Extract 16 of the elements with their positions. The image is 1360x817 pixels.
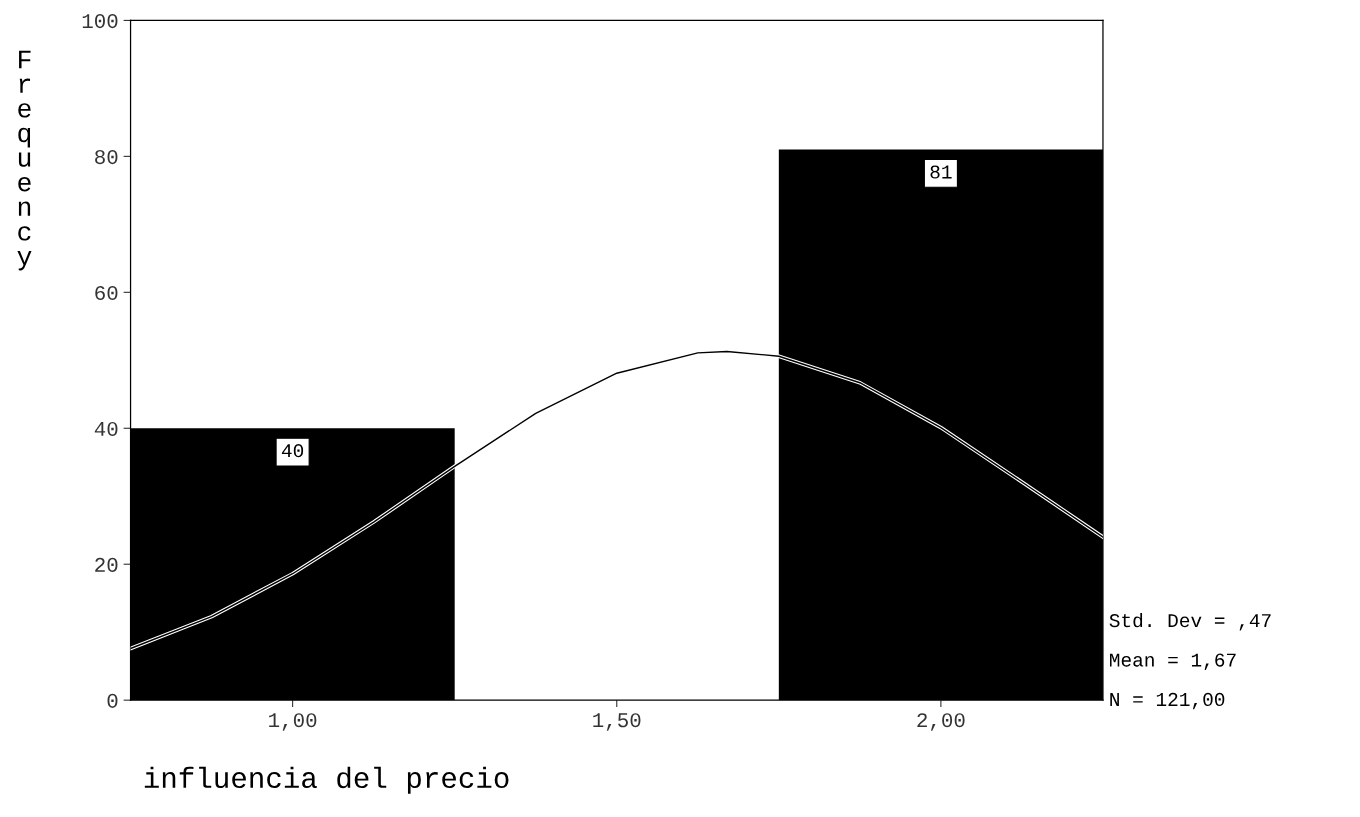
text: Mean = 1,67 — [1110, 653, 1236, 670]
x-tick-label: 1,00 — [269, 713, 317, 731]
data-label: 81 — [930, 165, 952, 179]
y-tick-label: 60 — [95, 285, 118, 301]
data-label: 40 — [281, 444, 304, 458]
text: Std. Dev = ,47 — [1109, 612, 1271, 631]
text: N = 121,00 — [1110, 692, 1225, 710]
y-tick-label: 40 — [94, 421, 118, 437]
y-tick-label: 100 — [82, 14, 118, 29]
y-tick-label: 0 — [107, 693, 118, 708]
x-tick-label: 2,00 — [917, 713, 965, 731]
x-axis-title: influencia del precio — [144, 766, 509, 794]
y-tick-label: 20 — [95, 557, 118, 572]
x-tick-label: 1,50 — [593, 713, 641, 731]
text: Frequency — [17, 50, 32, 271]
y-tick-label: 80 — [95, 149, 118, 165]
